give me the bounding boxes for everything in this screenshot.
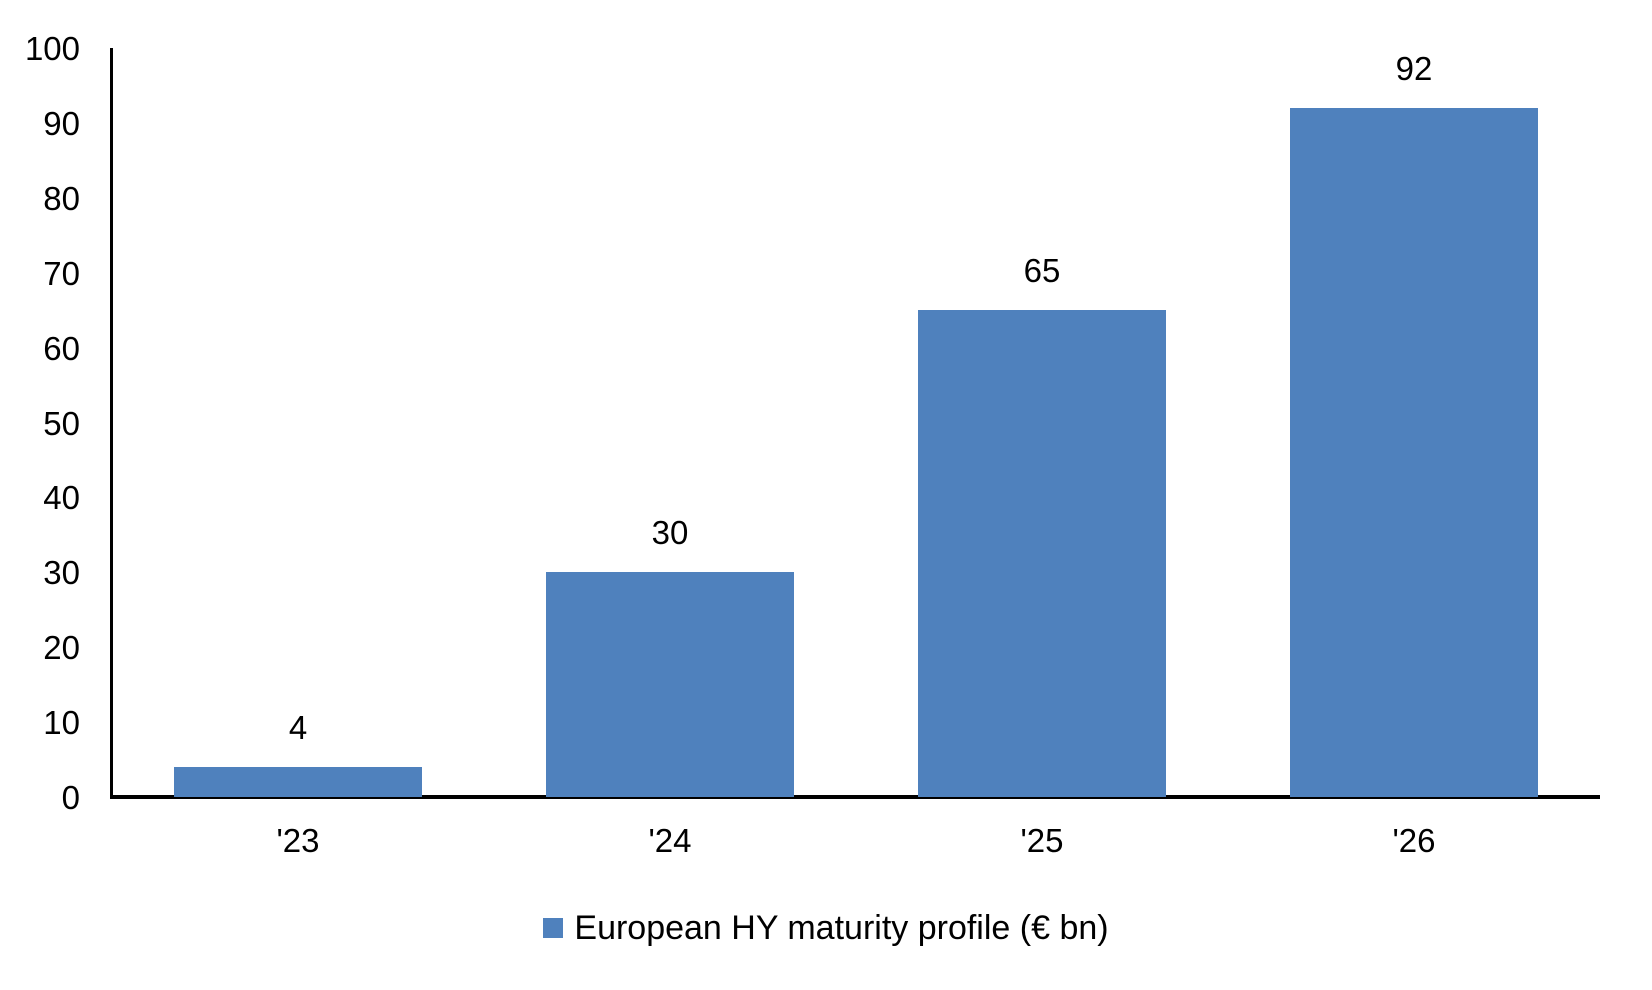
legend-series-label: European HY maturity profile (€ bn) [574,909,1109,947]
bar-value-label: 4 [288,709,308,747]
x-axis-tick-label: '23 [276,822,320,859]
y-axis-line [110,48,113,797]
x-axis-tick-label: '26 [1392,822,1436,859]
y-axis-tick-label: 70 [43,254,80,292]
bar-value-label: 92 [1395,49,1433,87]
y-axis-tick-label: 100 [24,30,80,67]
x-axis-tick-label: '24 [648,822,692,859]
y-axis-tick-label: 90 [43,104,80,142]
y-axis-tick-label: 80 [43,179,80,217]
y-axis-tick-label: 60 [43,329,80,367]
bar-26 [1290,107,1538,797]
y-axis-tick-label: 30 [43,554,80,592]
legend-color-swatch [543,918,564,938]
y-axis-tick-label: 0 [61,779,80,816]
y-axis-tick-label: 10 [43,704,80,742]
x-axis-tick-label: '25 [1020,822,1064,859]
x-axis-line [110,795,1600,799]
bar-value-label: 30 [651,514,689,552]
chart-legend: European HY maturity profile (€ bn) [0,906,1652,950]
y-axis-tick-label: 50 [43,404,80,442]
bar-25 [918,310,1166,797]
bar-23 [174,767,422,797]
bar-value-label: 65 [1023,252,1061,290]
y-axis-tick-label: 20 [43,629,80,667]
y-axis-tick-label: 40 [43,479,80,517]
bar-24 [546,572,794,797]
